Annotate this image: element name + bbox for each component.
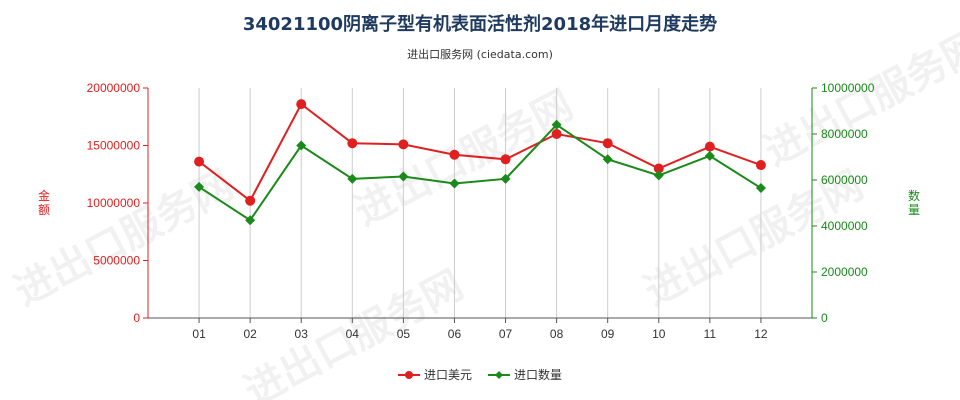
x-tick-label-3: 04 [346, 327, 360, 341]
x-tick-label-2: 03 [295, 327, 309, 341]
legend: 进口美元 进口数量 [398, 367, 562, 382]
left-tick-label-2: 10000000 [87, 196, 141, 210]
series-0-point-2 [296, 99, 307, 110]
left-tick-label-0: 0 [133, 311, 140, 325]
x-tick-label-9: 10 [652, 327, 666, 341]
series-0-point-9 [653, 163, 664, 174]
x-tick-label-4: 05 [397, 327, 411, 341]
series-1-point-4 [398, 171, 409, 182]
left-axis-label-char-1: 额 [38, 203, 50, 217]
series-1-point-1 [245, 215, 256, 226]
left-tick-label-4: 20000000 [87, 81, 141, 95]
legend-marker-0 [405, 371, 413, 379]
axis-labels: 金额 数量 [38, 188, 920, 217]
right-tick-label-1: 2000000 [821, 265, 868, 279]
series-1-point-3 [347, 173, 358, 184]
series-line-1 [198, 123, 762, 222]
series-1-point-5 [449, 178, 460, 189]
x-tick-label-11: 12 [754, 327, 768, 341]
series-0-point-1 [245, 195, 256, 206]
series-layer [194, 99, 766, 226]
left-axis-label-char-0: 金 [38, 188, 50, 203]
x-tick-label-7: 08 [550, 327, 564, 341]
x-tick-label-0: 01 [192, 327, 206, 341]
legend-label-0: 进口美元 [424, 368, 472, 382]
right-tick-label-4: 8000000 [821, 127, 868, 141]
series-0-point-3 [347, 138, 358, 149]
x-tick-label-1: 02 [243, 327, 257, 341]
watermark-4: 进出口服务网 [757, 22, 960, 175]
x-tick-label-8: 09 [601, 327, 615, 341]
series-0-point-0 [194, 156, 205, 167]
left-tick-label-1: 5000000 [93, 254, 140, 268]
legend-label-1: 进口数量 [514, 367, 562, 382]
series-0-point-7 [551, 129, 562, 139]
series-1-point-9 [653, 170, 664, 181]
x-tick-label-5: 06 [448, 327, 462, 341]
series-1-point-0 [194, 181, 205, 192]
series-1-point-7 [551, 119, 562, 130]
left-axis-label: 金额 [38, 188, 50, 217]
tick-labels: 0 5000000 10000000 15000000 20000000 0 2000000… [87, 81, 875, 341]
series-0-point-5 [449, 149, 460, 160]
series-0-point-8 [602, 138, 613, 149]
watermark-0: 进出口服务网 [7, 162, 241, 315]
series-1-point-8 [602, 154, 613, 165]
chart-subtitle: 进出口服务网 (ciedata.com) [407, 47, 553, 61]
left-tick-label-3: 15000000 [87, 139, 141, 153]
series-0-point-11 [755, 160, 766, 171]
grid-lines [147, 88, 813, 318]
x-tick-label-6: 07 [499, 327, 513, 341]
series-1-point-11 [755, 183, 766, 194]
series-1-point-10 [704, 150, 715, 161]
right-axis-label-char-1: 量 [908, 203, 920, 217]
legend-marker-1 [495, 371, 503, 379]
right-tick-label-3: 6000000 [821, 173, 868, 187]
right-axis-label-char-0: 数 [908, 188, 920, 203]
x-tick-label-10: 11 [704, 327, 717, 341]
right-tick-label-0: 0 [821, 311, 828, 325]
series-1-point-2 [296, 140, 307, 151]
series-1-point-6 [500, 173, 511, 184]
right-tick-label-5: 10000000 [821, 81, 875, 95]
watermark-1: 进出口服务网 [347, 82, 581, 235]
series-0-point-4 [398, 139, 409, 150]
chart-title: 34021100阴离子型有机表面活性剂2018年进口月度走势 [243, 13, 717, 35]
series-0-point-10 [704, 141, 715, 152]
right-axis-label: 数量 [908, 188, 920, 217]
right-tick-label-2: 4000000 [821, 219, 868, 233]
series-0-point-6 [500, 154, 511, 165]
series-line-0 [198, 102, 762, 203]
